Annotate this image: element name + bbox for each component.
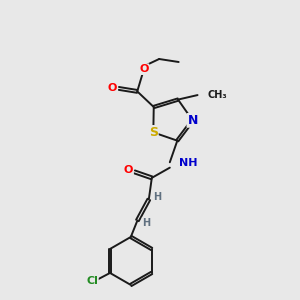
Text: S: S [149, 126, 158, 139]
Text: O: O [124, 165, 133, 176]
Text: N: N [188, 114, 198, 127]
Text: H: H [142, 218, 151, 228]
Text: O: O [139, 64, 148, 74]
Text: O: O [108, 83, 117, 93]
Text: CH₃: CH₃ [207, 90, 227, 100]
Text: Cl: Cl [86, 276, 98, 286]
Text: H: H [153, 192, 161, 202]
Text: NH: NH [179, 158, 198, 168]
